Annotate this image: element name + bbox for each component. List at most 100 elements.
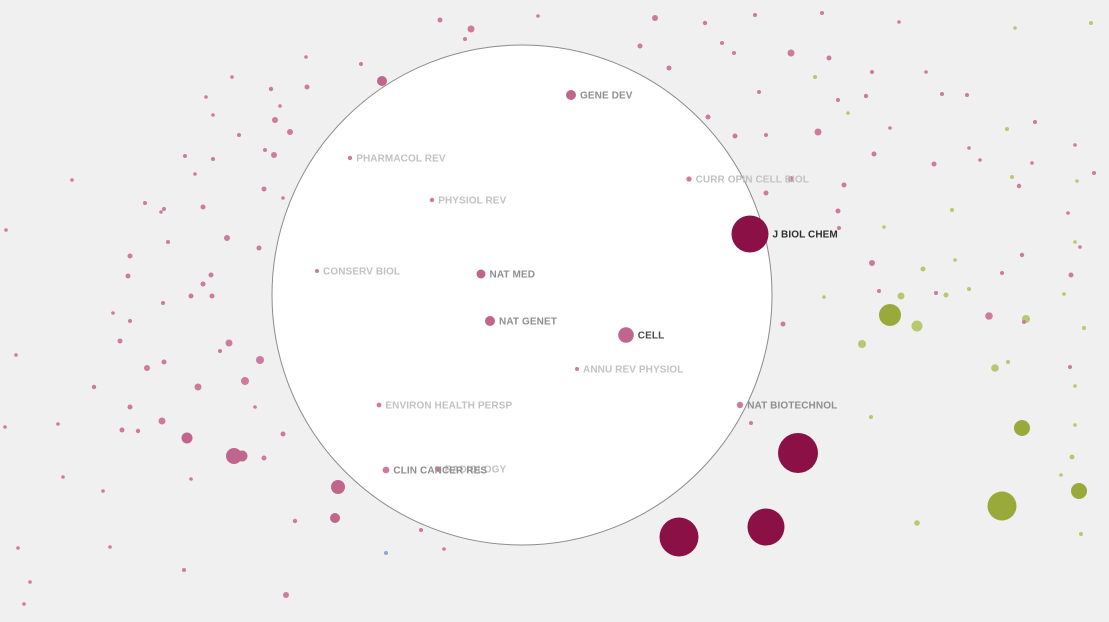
data-point[interactable] xyxy=(1089,21,1093,25)
data-point[interactable] xyxy=(920,266,926,272)
data-point[interactable] xyxy=(749,421,753,425)
data-point[interactable] xyxy=(924,70,928,74)
data-point[interactable] xyxy=(814,128,822,136)
data-point[interactable] xyxy=(1092,171,1096,175)
data-point[interactable] xyxy=(208,272,214,278)
data-point[interactable] xyxy=(1033,120,1037,124)
data-point[interactable] xyxy=(143,201,147,205)
data-point[interactable] xyxy=(108,545,112,549)
data-point[interactable] xyxy=(183,154,187,158)
data-point[interactable] xyxy=(125,273,131,279)
focus-lens-circle[interactable] xyxy=(271,44,773,546)
data-point[interactable] xyxy=(985,312,993,320)
data-point[interactable] xyxy=(753,13,757,17)
data-point[interactable] xyxy=(1000,271,1004,275)
data-point[interactable] xyxy=(182,568,186,572)
data-point[interactable] xyxy=(836,98,840,102)
data-point[interactable] xyxy=(236,450,248,462)
data-point[interactable] xyxy=(987,491,1017,521)
data-point[interactable] xyxy=(820,11,824,15)
data-point[interactable] xyxy=(437,17,443,23)
data-point[interactable] xyxy=(225,339,233,347)
journal-point-curr-opin-cell-biol[interactable] xyxy=(686,176,692,182)
data-point[interactable] xyxy=(780,321,786,327)
data-point[interactable] xyxy=(1016,183,1022,189)
data-point[interactable] xyxy=(888,126,892,130)
data-point[interactable] xyxy=(965,93,969,97)
data-point[interactable] xyxy=(991,364,999,372)
data-point[interactable] xyxy=(764,133,768,137)
data-point[interactable] xyxy=(931,161,937,167)
data-point[interactable] xyxy=(188,293,194,299)
data-point[interactable] xyxy=(211,157,215,161)
data-point[interactable] xyxy=(897,292,905,300)
data-point[interactable] xyxy=(261,455,267,461)
data-point[interactable] xyxy=(1030,161,1034,165)
data-point[interactable] xyxy=(200,204,206,210)
data-point[interactable] xyxy=(91,384,97,390)
data-point[interactable] xyxy=(287,129,293,135)
journal-point-j-biol-chem[interactable] xyxy=(731,215,769,253)
data-point[interactable] xyxy=(304,55,308,59)
data-point[interactable] xyxy=(837,226,841,230)
data-point[interactable] xyxy=(897,20,901,24)
data-point[interactable] xyxy=(943,292,949,298)
data-point[interactable] xyxy=(1073,423,1077,427)
data-point[interactable] xyxy=(788,176,794,182)
data-point[interactable] xyxy=(869,415,873,419)
data-point[interactable] xyxy=(637,43,643,49)
data-point[interactable] xyxy=(61,475,65,479)
data-point[interactable] xyxy=(127,253,133,259)
data-point[interactable] xyxy=(1078,245,1082,249)
data-point[interactable] xyxy=(877,289,881,293)
data-point[interactable] xyxy=(863,93,869,99)
data-point[interactable] xyxy=(181,432,193,444)
data-point[interactable] xyxy=(256,245,262,251)
data-point[interactable] xyxy=(166,240,170,244)
data-point[interactable] xyxy=(261,186,267,192)
data-point[interactable] xyxy=(204,95,208,99)
journal-point-conserv-biol[interactable] xyxy=(315,269,319,273)
data-point[interactable] xyxy=(4,228,8,232)
data-point[interactable] xyxy=(1013,26,1017,30)
data-point[interactable] xyxy=(144,365,150,371)
data-point[interactable] xyxy=(224,235,230,241)
data-point[interactable] xyxy=(22,602,26,606)
data-point[interactable] xyxy=(162,207,166,211)
data-point[interactable] xyxy=(158,417,166,425)
data-point[interactable] xyxy=(1019,252,1025,258)
data-point[interactable] xyxy=(256,356,264,364)
data-point[interactable] xyxy=(787,49,795,57)
data-point[interactable] xyxy=(705,114,711,120)
data-point[interactable] xyxy=(304,84,310,90)
data-point[interactable] xyxy=(193,172,197,176)
journal-point-pharmacol-rev[interactable] xyxy=(347,155,353,161)
data-point[interactable] xyxy=(871,151,877,157)
data-point[interactable] xyxy=(732,133,738,139)
journal-point-nat-genet[interactable] xyxy=(485,316,495,326)
data-point[interactable] xyxy=(841,182,847,188)
data-point[interactable] xyxy=(1005,127,1009,131)
data-point[interactable] xyxy=(263,148,267,152)
data-point[interactable] xyxy=(702,20,708,26)
data-point[interactable] xyxy=(209,293,215,299)
data-point[interactable] xyxy=(330,513,340,523)
data-point[interactable] xyxy=(28,580,32,584)
data-point[interactable] xyxy=(1069,454,1075,460)
data-point[interactable] xyxy=(870,70,874,74)
data-point[interactable] xyxy=(1073,240,1077,244)
data-point[interactable] xyxy=(1006,360,1010,364)
data-point[interactable] xyxy=(869,260,875,266)
data-point[interactable] xyxy=(1073,143,1077,147)
data-point[interactable] xyxy=(135,428,141,434)
data-point[interactable] xyxy=(813,75,817,79)
data-point[interactable] xyxy=(218,349,222,353)
data-point[interactable] xyxy=(268,86,274,92)
data-point[interactable] xyxy=(161,301,165,305)
data-point[interactable] xyxy=(1068,272,1074,278)
journal-point-cell[interactable] xyxy=(618,327,634,343)
data-point[interactable] xyxy=(230,75,234,79)
data-point[interactable] xyxy=(359,62,363,66)
data-point[interactable] xyxy=(911,320,923,332)
data-point[interactable] xyxy=(377,76,387,86)
